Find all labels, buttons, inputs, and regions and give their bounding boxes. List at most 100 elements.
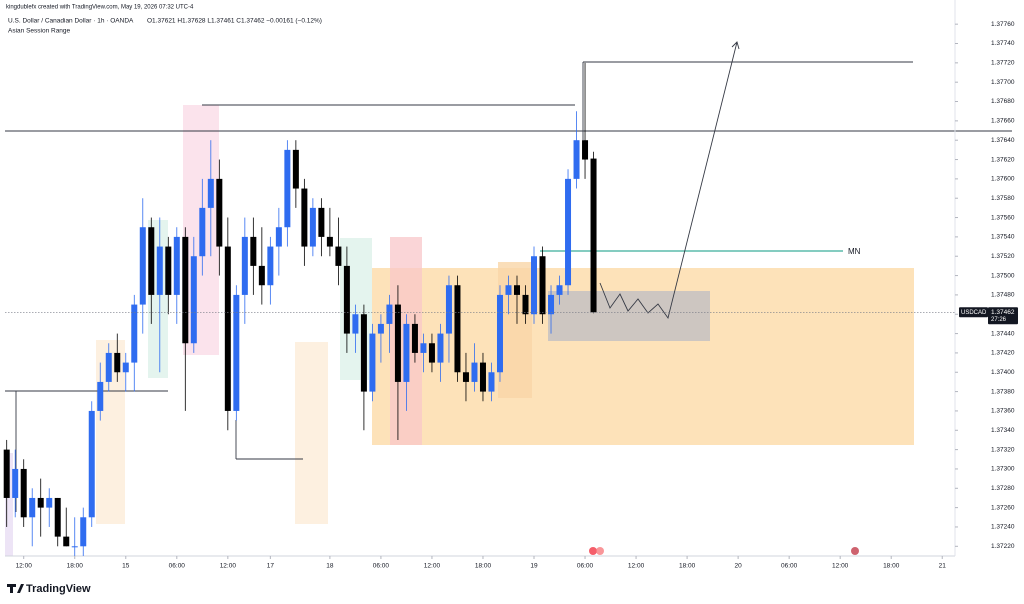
candle-body xyxy=(513,285,520,295)
x-tick-label: 21 xyxy=(939,563,947,570)
candle-body xyxy=(403,323,410,382)
candle-body xyxy=(565,178,572,286)
candle-body xyxy=(97,381,104,411)
x-tick-label: 18:00 xyxy=(475,563,492,570)
candle-body xyxy=(428,343,435,363)
y-tick-label: 1.37400 xyxy=(991,369,1015,376)
candle-body xyxy=(531,256,538,315)
candle-body xyxy=(369,333,376,392)
candle-body xyxy=(20,468,27,518)
candle-body xyxy=(3,449,10,498)
y-tick-label: 1.37240 xyxy=(991,524,1015,531)
y-tick-label: 1.37540 xyxy=(991,234,1015,241)
price-tag xyxy=(988,307,1018,325)
candle-body xyxy=(122,362,129,373)
y-tick-label: 1.37680 xyxy=(991,98,1015,105)
candle-body xyxy=(165,246,172,295)
candle-body xyxy=(182,236,189,344)
candle-body xyxy=(156,246,163,295)
x-tick-label: 12:00 xyxy=(628,563,645,570)
arrow-head xyxy=(731,41,740,50)
y-tick-label: 1.37640 xyxy=(991,137,1015,144)
y-tick-label: 1.37700 xyxy=(991,79,1015,86)
y-tick-label: 1.37500 xyxy=(991,272,1015,279)
candle-body xyxy=(46,497,53,508)
candle-body xyxy=(582,140,589,160)
candle-body xyxy=(216,178,223,247)
event-icon xyxy=(589,547,597,555)
candle-body xyxy=(539,256,546,315)
candle-body xyxy=(377,323,384,334)
y-tick-label: 1.37620 xyxy=(991,156,1015,163)
footer-brand: TradingView xyxy=(26,583,91,595)
candle-body xyxy=(590,158,597,313)
candle-body xyxy=(54,497,61,537)
candle-body xyxy=(386,304,393,324)
candle-body xyxy=(131,304,138,363)
x-tick-label: 18 xyxy=(326,563,334,570)
drawings xyxy=(5,41,1012,556)
y-tick-label: 1.37260 xyxy=(991,504,1015,511)
y-tick-label: 1.37220 xyxy=(991,543,1015,550)
x-tick-label: 06:00 xyxy=(781,563,798,570)
candle-body xyxy=(420,343,427,353)
y-tick-label: 1.37740 xyxy=(991,40,1015,47)
annotation: MN xyxy=(848,247,861,256)
candle-body xyxy=(114,352,121,373)
candle-body xyxy=(29,497,36,518)
candle-body xyxy=(496,294,503,373)
event-icon xyxy=(851,547,859,555)
y-tick-label: 1.37560 xyxy=(991,214,1015,221)
candle-body xyxy=(301,188,308,247)
candle-body xyxy=(267,246,274,286)
y-tick-label: 1.37320 xyxy=(991,446,1015,453)
candle-body xyxy=(411,323,418,353)
y-tick-label: 1.37440 xyxy=(991,330,1015,337)
candle-body xyxy=(352,314,359,334)
symbol-line: U.S. Dollar / Canadian Dollar · 1h · OAN… xyxy=(8,18,134,25)
candle-body xyxy=(233,294,240,411)
candle-body xyxy=(479,362,486,392)
projection-path xyxy=(599,41,738,320)
session-box xyxy=(498,262,532,398)
candle-body xyxy=(573,140,580,179)
candle-body xyxy=(462,372,469,382)
candle-body xyxy=(437,333,444,363)
y-tick-label: 1.37280 xyxy=(991,485,1015,492)
candle-body xyxy=(445,285,452,334)
candle-body xyxy=(37,497,44,508)
candle-body xyxy=(105,352,112,382)
candle-body xyxy=(556,285,563,295)
candle-body xyxy=(318,207,325,237)
candle-body xyxy=(343,265,350,334)
x-tick-label: 12:00 xyxy=(220,563,237,570)
candle-body xyxy=(326,236,333,247)
event-icons xyxy=(589,547,859,555)
watermark: kingdublefx created with TradingView.com… xyxy=(6,5,194,11)
candle-body xyxy=(284,149,291,228)
x-tick-label: 06:00 xyxy=(169,563,186,570)
x-tick-label: 18:00 xyxy=(679,563,696,570)
x-tick-label: 17 xyxy=(267,563,275,570)
x-tick-label: 12:00 xyxy=(832,563,849,570)
candle-body xyxy=(71,546,78,548)
y-tick-label: 1.37360 xyxy=(991,408,1015,415)
countdown-label: 27:26 xyxy=(991,317,1007,323)
candle-body xyxy=(292,149,299,189)
x-tick-label: 06:00 xyxy=(577,563,594,570)
zone-box xyxy=(548,291,710,341)
x-tick-label: 12:00 xyxy=(424,563,441,570)
symbol-tag-label: USDCAD xyxy=(961,310,987,316)
candle-body xyxy=(63,536,70,547)
x-tick-label: 18:00 xyxy=(883,563,900,570)
x-tick-label: 19 xyxy=(530,563,538,570)
candle-body xyxy=(454,285,461,373)
candle-body xyxy=(12,468,19,498)
y-tick-label: 1.37580 xyxy=(991,195,1015,202)
y-tick-label: 1.37600 xyxy=(991,176,1015,183)
y-tick-label: 1.37760 xyxy=(991,21,1015,28)
y-tick-label: 1.37300 xyxy=(991,466,1015,473)
candle-body xyxy=(471,362,478,382)
candle-body xyxy=(335,246,342,266)
